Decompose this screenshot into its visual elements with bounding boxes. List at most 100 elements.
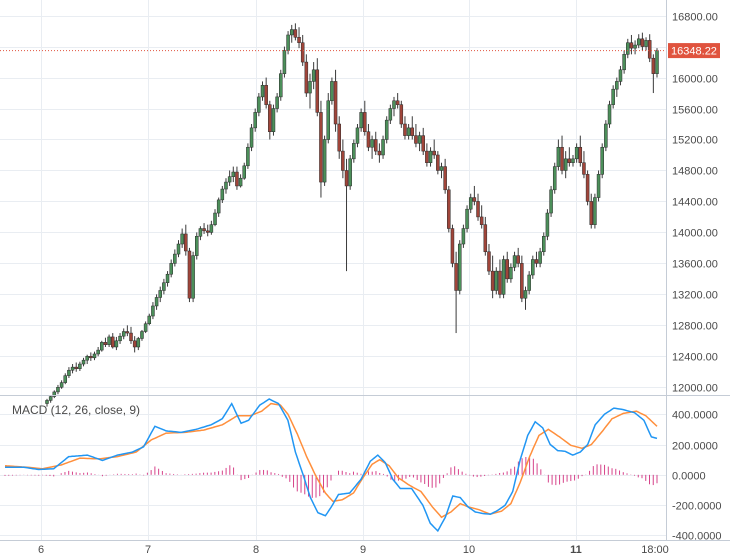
candle-body [636, 38, 641, 46]
candle [483, 216, 488, 256]
candle-body [549, 189, 553, 214]
candle-body [454, 263, 458, 291]
candle-body [81, 359, 86, 365]
candle [556, 139, 561, 171]
candle [454, 251, 458, 334]
candle-body [289, 29, 294, 36]
candle [611, 85, 615, 109]
candle [209, 220, 214, 235]
candle-body [143, 323, 148, 332]
candle [162, 278, 166, 295]
candle [63, 373, 68, 385]
candle [293, 23, 298, 41]
candle [319, 100, 323, 198]
candle-body [377, 150, 382, 156]
candle [352, 139, 356, 163]
candle-body [209, 224, 214, 233]
last-price-label: 16348.22 [671, 46, 717, 58]
candle [257, 93, 261, 117]
candle-body [363, 112, 367, 133]
macd-tick-label: -400.0000 [672, 531, 722, 543]
candle [509, 263, 513, 283]
candle [308, 73, 312, 109]
candle-body [264, 85, 268, 105]
candle-body [352, 143, 356, 160]
candle-body [388, 108, 393, 121]
candle [373, 131, 378, 155]
candle-body [472, 197, 477, 202]
candle-body [651, 57, 656, 74]
candle [260, 81, 265, 101]
candle-body [406, 127, 411, 136]
candle [542, 232, 546, 256]
candle-body [129, 332, 133, 342]
candle-body [384, 119, 389, 140]
price-tick-label: 14000.00 [672, 228, 718, 240]
candle-body [107, 336, 111, 345]
candle-body [103, 342, 108, 345]
candle [538, 247, 542, 268]
candle-body [176, 243, 181, 255]
macd-title: MACD (12, 26, close, 9) [12, 403, 140, 417]
candle-body [165, 273, 170, 283]
candle [607, 100, 612, 128]
candle-body [512, 255, 517, 268]
time-tick-label: 10 [463, 544, 475, 556]
candle [501, 255, 506, 299]
candle-body [567, 158, 572, 163]
candle-body [618, 69, 623, 82]
candle [370, 135, 374, 159]
candle-body [238, 177, 243, 187]
candle-body [169, 263, 173, 275]
candle [344, 158, 349, 272]
candle-body [100, 342, 104, 351]
candle [158, 286, 162, 303]
candle-body [202, 228, 206, 232]
macd-tick-label: 200.0000 [672, 441, 718, 453]
candle-body [626, 42, 630, 55]
candle-body [154, 297, 159, 307]
candle-body [158, 290, 162, 298]
candle [279, 69, 283, 101]
candle [227, 170, 232, 186]
candle [516, 247, 520, 268]
candle-body [458, 243, 462, 291]
candle [202, 223, 206, 234]
candle-body [556, 146, 561, 167]
candle [593, 193, 597, 229]
candle-body [501, 259, 506, 295]
candle [246, 143, 250, 169]
candle [169, 259, 173, 278]
candle [436, 151, 440, 175]
price-tick-label: 14400.00 [672, 197, 718, 209]
candle [176, 240, 181, 258]
candle-body [48, 396, 53, 401]
candle-body [395, 100, 400, 105]
candle [355, 124, 360, 148]
candle-body [465, 208, 469, 229]
candle [622, 50, 626, 74]
price-tick-label: 12400.00 [672, 352, 718, 364]
candle [465, 205, 469, 233]
candle [479, 205, 484, 229]
candle [89, 352, 93, 361]
time-axis: 6 7 8 9 10 11 18:00 [38, 544, 669, 556]
candlestick-series [45, 23, 659, 407]
candle [552, 162, 557, 194]
candle [615, 77, 619, 97]
price-tick-label: 15600.00 [672, 105, 718, 117]
candle-body [235, 171, 239, 187]
candle [636, 34, 641, 49]
candle [300, 34, 305, 66]
candle-body [571, 158, 575, 163]
candle [549, 185, 553, 217]
candle-body [516, 255, 520, 264]
candle [432, 139, 436, 159]
candle-body [585, 174, 590, 202]
candle [224, 178, 228, 194]
candle-body [432, 150, 436, 156]
candle-body [78, 363, 82, 369]
candle-body [341, 150, 345, 171]
candle-body [70, 366, 75, 371]
candle [121, 328, 126, 340]
